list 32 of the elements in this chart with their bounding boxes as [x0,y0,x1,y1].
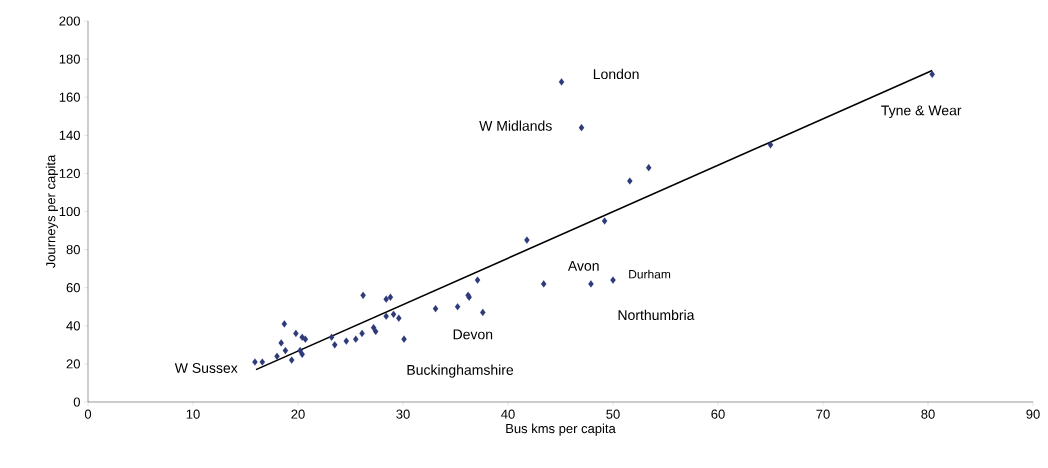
x-tick-label: 80 [921,409,935,419]
annotation: Buckinghamshire [407,364,514,378]
annotation: London [593,68,639,80]
annotation: W Sussex [174,363,238,373]
x-tick-label: 20 [291,409,305,419]
x-tick-label: 10 [186,409,200,419]
x-tick-label: 70 [816,409,830,419]
annotation: Devon [453,329,493,340]
y-tick-label: 100 [59,206,80,217]
x-tick-label: 90 [1026,409,1040,419]
annotation: Tyne & Wear [881,105,962,119]
y-axis-title: Journeys per capita [45,154,58,269]
y-tick-label: 40 [66,321,80,331]
y-tick-label: 120 [59,168,80,178]
annotation: W Midlands [479,120,552,131]
x-tick-label: 30 [396,409,410,419]
x-tick-label: 40 [501,409,515,419]
x-axis-title: Bus kms per capita [506,423,616,436]
x-tick-label: 0 [84,409,92,419]
annotation: Northumbria [618,309,695,321]
y-tick-label: 0 [73,397,80,407]
annotation: Durham [629,269,671,279]
y-tick-label: 60 [66,283,80,293]
y-tick-label: 200 [59,16,80,26]
y-tick-label: 140 [59,130,80,140]
y-tick-label: 80 [66,244,80,255]
y-tick-label: 180 [59,54,80,64]
x-tick-label: 50 [606,409,620,419]
x-tick-label: 60 [711,409,725,419]
y-tick-label: 20 [66,359,80,369]
annotation: Avon [567,261,599,271]
y-tick-label: 160 [59,92,80,102]
